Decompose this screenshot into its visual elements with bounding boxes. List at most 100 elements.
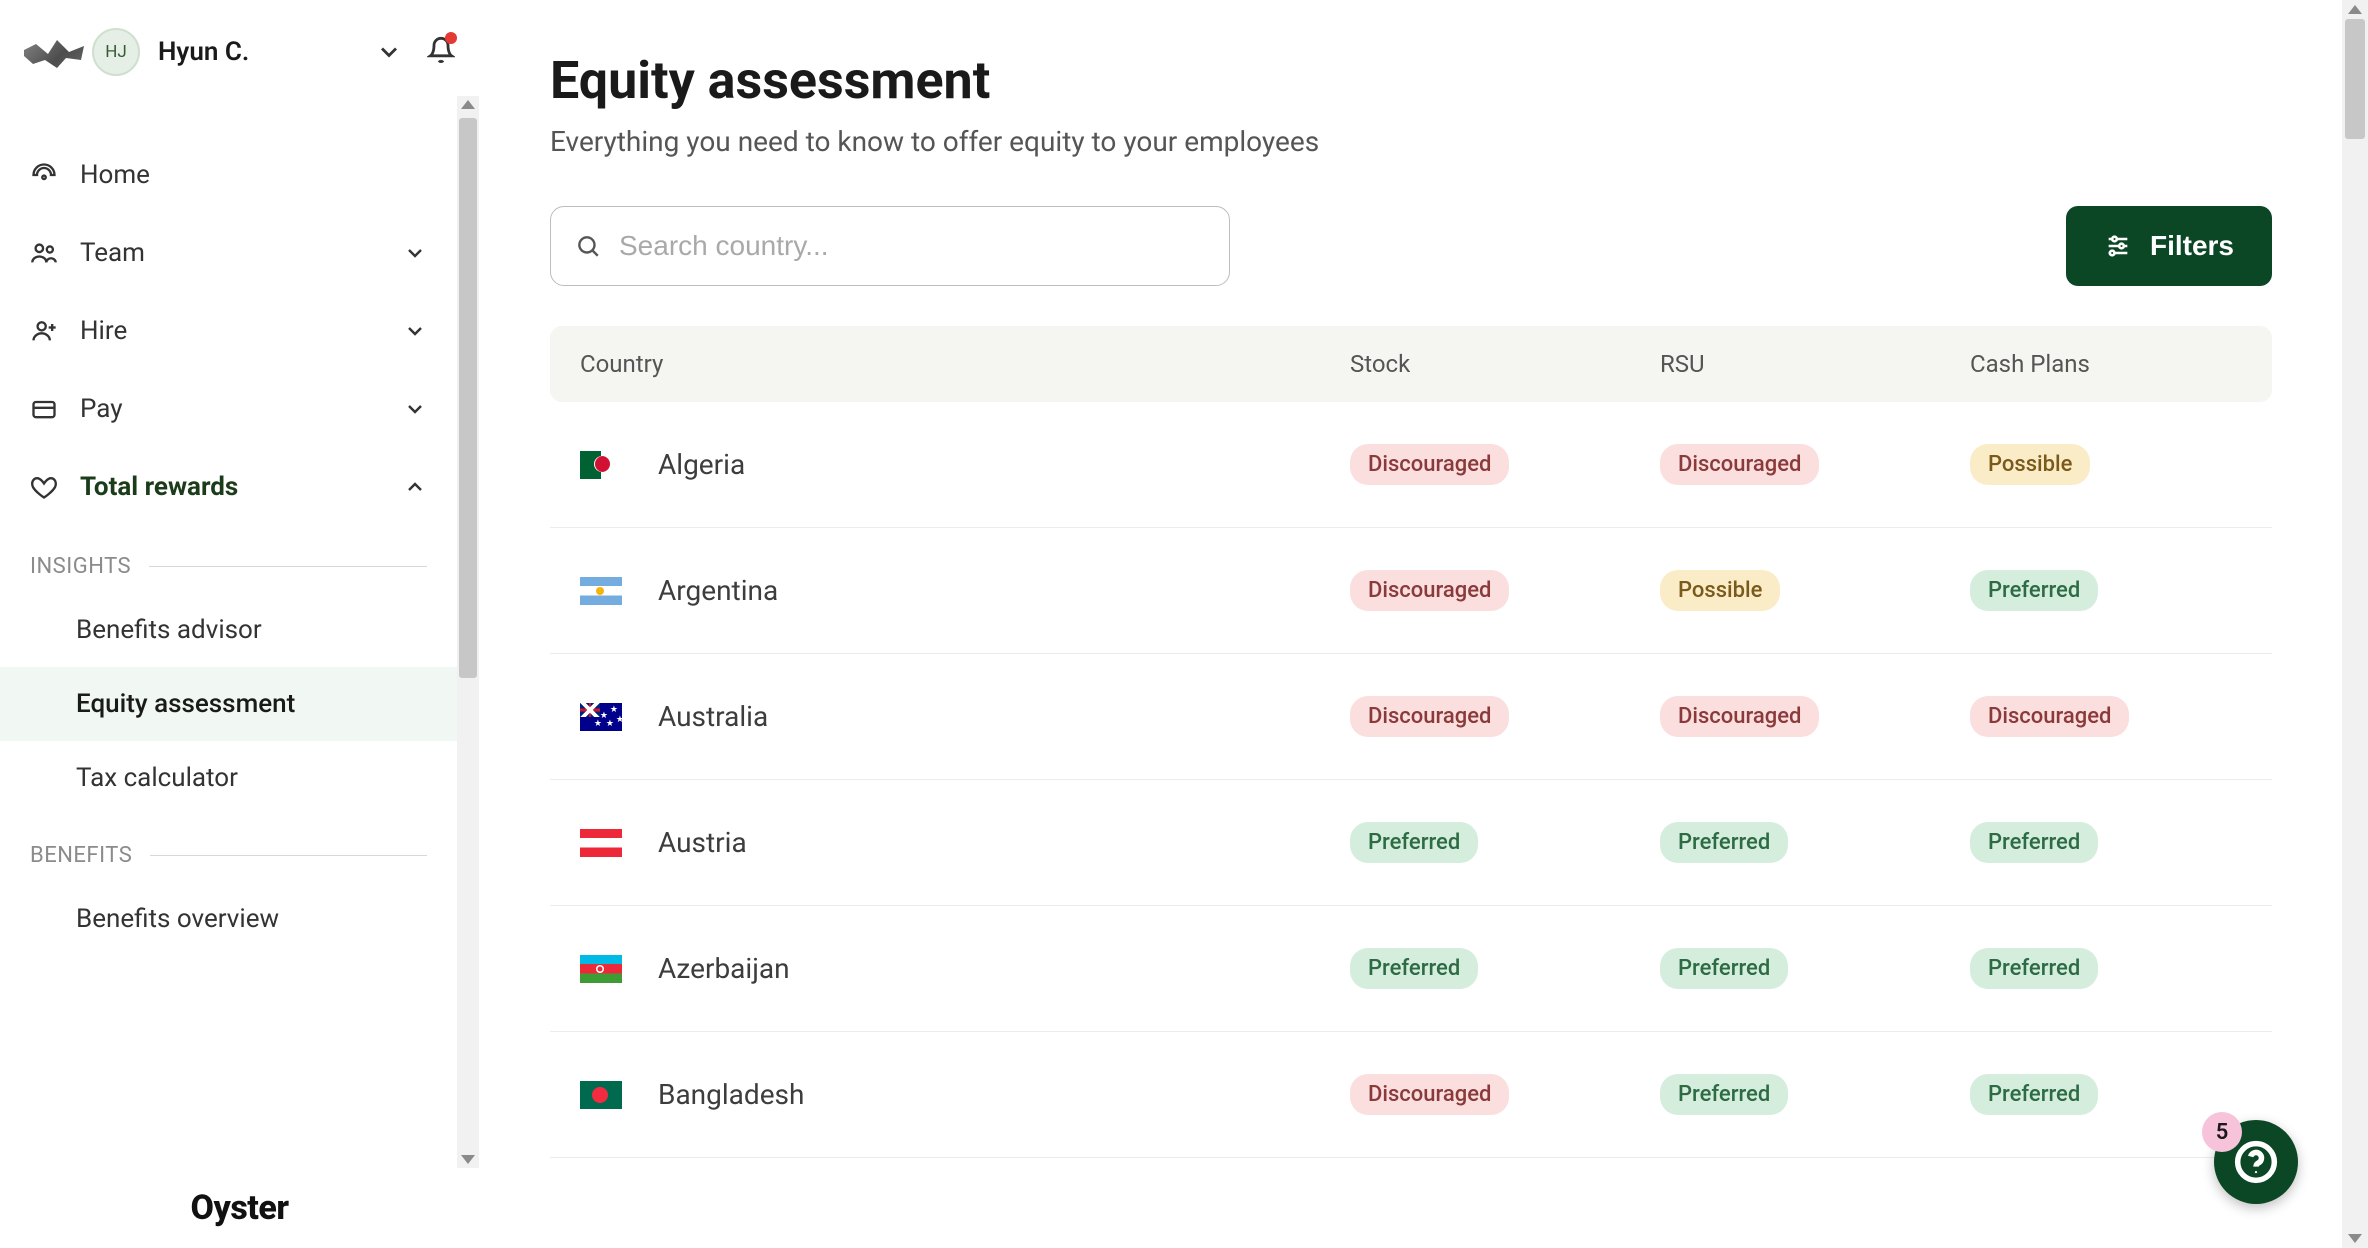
search-box[interactable]	[550, 206, 1230, 286]
country-cell: Argentina	[580, 574, 1350, 607]
stock-cell: Discouraged	[1350, 570, 1660, 611]
country-name: Austria	[658, 826, 747, 859]
status-pill: Discouraged	[1350, 696, 1509, 737]
status-pill: Preferred	[1970, 570, 2098, 611]
cash-cell: Preferred	[1970, 1074, 2242, 1115]
country-name: Bangladesh	[658, 1078, 804, 1111]
status-pill: Preferred	[1660, 948, 1788, 989]
sliders-icon	[2104, 232, 2132, 260]
page-scrollbar[interactable]	[2342, 0, 2368, 1248]
rsu-cell: Preferred	[1660, 1074, 1970, 1115]
cash-cell: Preferred	[1970, 948, 2242, 989]
section-heading: BENEFITS	[0, 815, 457, 882]
sub-item-tax-calculator[interactable]: Tax calculator	[0, 741, 457, 815]
nav-item-team[interactable]: Team	[0, 214, 457, 292]
user-plus-icon	[30, 317, 58, 345]
col-cash: Cash Plans	[1970, 350, 2242, 378]
col-rsu: RSU	[1660, 350, 1970, 378]
rsu-cell: Discouraged	[1660, 696, 1970, 737]
flag-icon	[580, 829, 622, 857]
table-row[interactable]: Austria Preferred Preferred Preferred	[550, 780, 2272, 906]
credit-card-icon	[30, 395, 58, 423]
user-menu-chevron-icon[interactable]	[375, 38, 403, 66]
rsu-cell: Discouraged	[1660, 444, 1970, 485]
nav-item-hire[interactable]: Hire	[0, 292, 457, 370]
col-country: Country	[580, 350, 1350, 378]
users-icon	[30, 239, 58, 267]
sidebar-scrollbar[interactable]	[457, 96, 479, 1168]
status-pill: Discouraged	[1350, 570, 1509, 611]
country-cell: Bangladesh	[580, 1078, 1350, 1111]
chevron-down-icon	[403, 397, 427, 421]
table-row[interactable]: AustraliaDiscouragedDiscouragedDiscourag…	[550, 654, 2272, 780]
country-cell: Australia	[580, 700, 1350, 733]
stock-cell: Discouraged	[1350, 1074, 1660, 1115]
status-pill: Discouraged	[1350, 444, 1509, 485]
rsu-cell: Possible	[1660, 570, 1970, 611]
nav-label: Total rewards	[80, 472, 238, 502]
country-cell: Azerbaijan	[580, 952, 1350, 985]
sub-item-benefits-overview[interactable]: Benefits overview	[0, 882, 457, 956]
flag-icon	[580, 955, 622, 983]
nav-item-home[interactable]: Home	[0, 136, 457, 214]
stock-cell: Preferred	[1350, 822, 1660, 863]
status-pill: Possible	[1660, 570, 1780, 611]
table-header: Country Stock RSU Cash Plans	[550, 326, 2272, 402]
flag-icon	[580, 451, 622, 479]
table-row[interactable]: Argentina Discouraged Possible Preferred	[550, 528, 2272, 654]
chevron-down-icon	[403, 319, 427, 343]
status-pill: Preferred	[1660, 1074, 1788, 1115]
table-row[interactable]: Algeria Discouraged Discouraged Possible	[550, 402, 2272, 528]
chevron-up-icon	[403, 475, 427, 499]
rsu-cell: Preferred	[1660, 948, 1970, 989]
search-input[interactable]	[619, 230, 1205, 262]
search-icon	[575, 233, 601, 259]
cash-cell: Preferred	[1970, 822, 2242, 863]
sub-item-benefits-advisor[interactable]: Benefits advisor	[0, 593, 457, 667]
heart-icon	[30, 473, 58, 501]
flag-icon	[580, 577, 622, 605]
table-row[interactable]: AzerbaijanPreferredPreferredPreferred	[550, 906, 2272, 1032]
sub-item-equity-assessment[interactable]: Equity assessment	[0, 667, 479, 741]
col-stock: Stock	[1350, 350, 1660, 378]
chevron-down-icon	[403, 241, 427, 265]
rsu-cell: Preferred	[1660, 822, 1970, 863]
gauge-icon	[30, 161, 58, 189]
status-pill: Preferred	[1970, 1074, 2098, 1115]
flag-icon	[580, 703, 622, 731]
status-pill: Preferred	[1970, 822, 2098, 863]
toolbar: Filters	[550, 206, 2272, 286]
sidebar-header: HJ Hyun C.	[0, 0, 479, 96]
nav-item-total-rewards[interactable]: Total rewards	[0, 448, 457, 526]
nav-label: Team	[80, 238, 145, 268]
table-row[interactable]: Bangladesh Discouraged Preferred Preferred	[550, 1032, 2272, 1158]
brand-footer: Oyster	[0, 1168, 479, 1248]
cash-cell: Preferred	[1970, 570, 2242, 611]
status-pill: Discouraged	[1350, 1074, 1509, 1115]
status-pill: Preferred	[1660, 822, 1788, 863]
status-pill: Preferred	[1350, 822, 1478, 863]
filters-label: Filters	[2150, 230, 2234, 262]
main-content: Equity assessment Everything you need to…	[480, 0, 2342, 1248]
flag-icon	[580, 1081, 622, 1109]
country-cell: Austria	[580, 826, 1350, 859]
notifications-button[interactable]	[427, 36, 455, 68]
avatar[interactable]: HJ	[92, 28, 140, 76]
cash-cell: Possible	[1970, 444, 2242, 485]
country-cell: Algeria	[580, 448, 1350, 481]
status-pill: Discouraged	[1970, 696, 2129, 737]
help-fab[interactable]: 5	[2214, 1120, 2298, 1204]
country-name: Argentina	[658, 574, 778, 607]
user-name: Hyun C.	[158, 37, 357, 67]
nav-label: Home	[80, 160, 150, 190]
nav-item-pay[interactable]: Pay	[0, 370, 457, 448]
sidebar-nav: HomeTeamHirePayTotal rewards INSIGHTSBen…	[0, 96, 479, 1168]
country-name: Algeria	[658, 448, 745, 481]
page-subtitle: Everything you need to know to offer equ…	[550, 125, 2272, 158]
brand-name: Oyster	[191, 1188, 289, 1228]
status-pill: Discouraged	[1660, 444, 1819, 485]
stock-cell: Discouraged	[1350, 444, 1660, 485]
page-title: Equity assessment	[550, 50, 2272, 111]
filters-button[interactable]: Filters	[2066, 206, 2272, 286]
section-heading: INSIGHTS	[0, 526, 457, 593]
